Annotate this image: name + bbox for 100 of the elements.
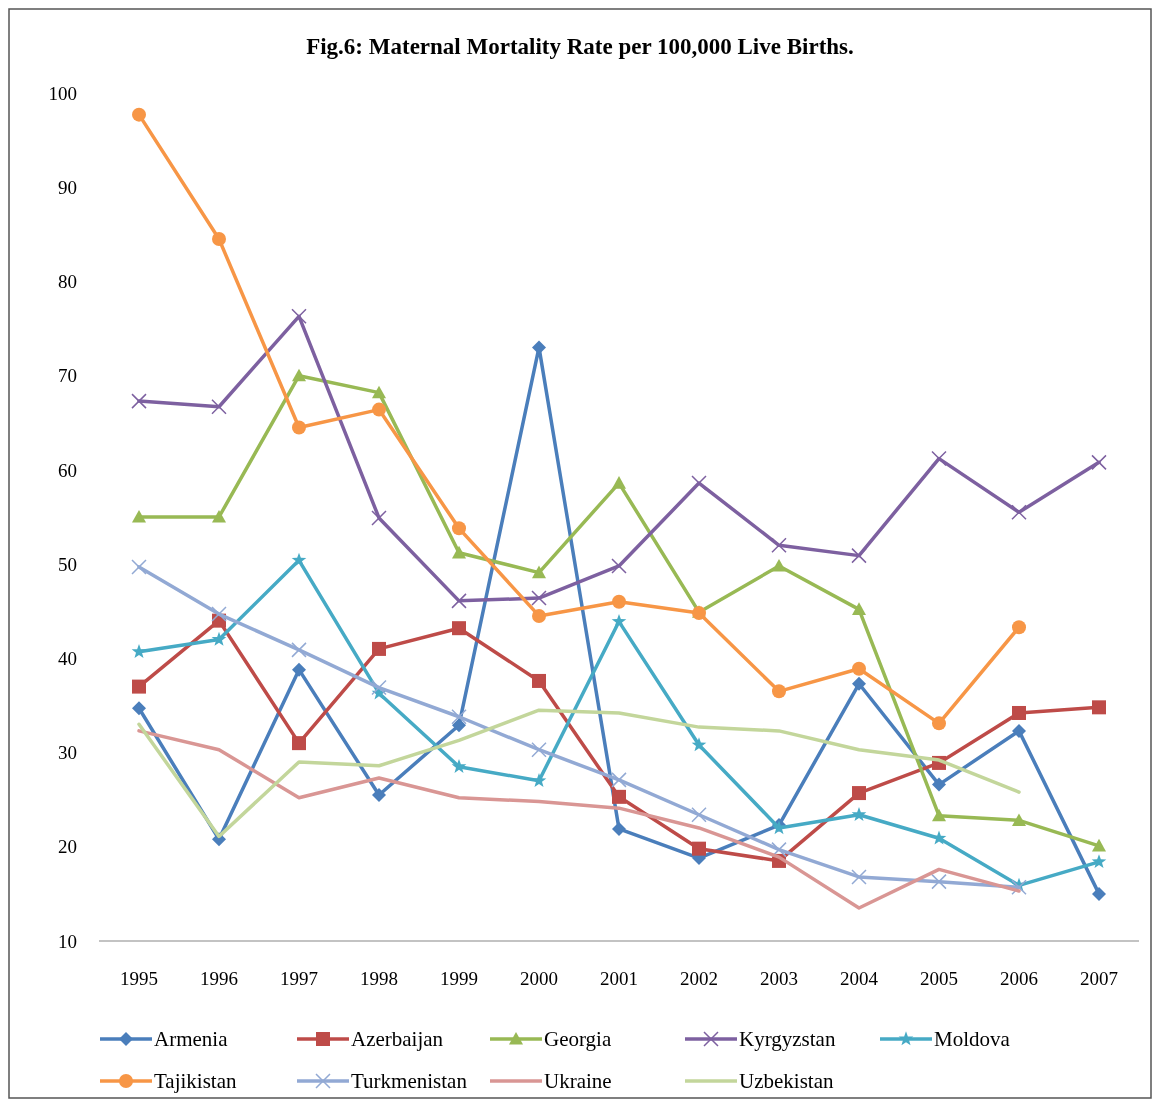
x-tick-label: 1996 — [200, 968, 238, 989]
point — [1012, 620, 1026, 635]
point — [611, 558, 627, 574]
point — [292, 736, 306, 751]
point — [291, 642, 307, 658]
point — [772, 684, 786, 699]
point — [531, 741, 547, 758]
x-tick-label: 2005 — [920, 968, 958, 989]
point — [1092, 886, 1106, 901]
point — [852, 661, 866, 676]
point — [1092, 838, 1106, 852]
legend-label: Georgia — [544, 1027, 612, 1052]
point — [1011, 504, 1027, 521]
point — [372, 641, 386, 656]
y-tick-label: 30 — [58, 742, 77, 764]
point — [852, 602, 866, 615]
point — [851, 807, 867, 821]
point — [451, 758, 467, 773]
point — [851, 869, 867, 885]
point — [212, 510, 226, 523]
point — [532, 565, 546, 579]
x-tick-label: 1995 — [120, 968, 158, 989]
point — [611, 613, 627, 628]
point — [292, 662, 306, 677]
y-tick-label: 50 — [58, 553, 77, 575]
legend-label: Ukraine — [544, 1069, 612, 1094]
x-tick-label: 2002 — [680, 968, 718, 989]
point — [132, 701, 146, 716]
y-tick-label: 40 — [58, 647, 77, 669]
point — [131, 644, 147, 658]
point — [452, 545, 466, 559]
point — [211, 606, 227, 622]
legend-label: Uzbekistan — [739, 1069, 834, 1094]
point — [452, 521, 466, 536]
x-tick-label: 2003 — [760, 968, 798, 989]
y-tick-label: 60 — [58, 459, 77, 481]
point — [211, 631, 227, 646]
y-tick-label: 10 — [58, 930, 77, 952]
legend-label: Kyrgyzstan — [739, 1027, 836, 1052]
x-tick-label: 2006 — [1000, 968, 1038, 989]
legend-label: Tajikistan — [154, 1069, 238, 1094]
point — [372, 385, 386, 399]
point — [132, 510, 146, 523]
point — [131, 393, 147, 409]
point — [132, 679, 146, 694]
point — [131, 559, 147, 575]
point — [371, 510, 387, 526]
point — [932, 777, 946, 792]
point — [1011, 879, 1027, 896]
point — [931, 450, 947, 467]
x-tick-label: 1997 — [280, 968, 318, 989]
point — [932, 716, 946, 731]
legend-label: Turkmenistan — [351, 1069, 468, 1094]
x-tick-label: 2001 — [600, 968, 638, 989]
point — [532, 340, 546, 355]
y-tick-label: 70 — [58, 365, 77, 387]
y-tick-label: 90 — [58, 176, 77, 198]
point — [1092, 700, 1106, 715]
x-tick-label: 1999 — [440, 968, 478, 989]
point — [772, 559, 786, 572]
point — [1091, 454, 1107, 471]
point — [451, 709, 467, 725]
point — [931, 873, 947, 890]
point — [851, 547, 867, 564]
point — [452, 621, 466, 636]
point — [291, 308, 307, 325]
point — [691, 737, 707, 752]
point — [291, 552, 307, 567]
y-tick-label: 100 — [48, 82, 77, 104]
point — [691, 806, 707, 823]
legend-label: Azerbaijan — [351, 1027, 444, 1052]
point — [532, 673, 546, 688]
point — [932, 808, 946, 822]
chart-title: Fig.6: Maternal Mortality Rate per 100,000 Live Births. — [306, 34, 854, 59]
point — [612, 821, 626, 836]
point — [132, 107, 146, 122]
point — [611, 772, 627, 788]
point — [612, 789, 626, 804]
point — [1012, 705, 1026, 720]
legend-label: Armenia — [154, 1027, 229, 1052]
point — [212, 232, 226, 247]
point — [292, 368, 306, 382]
x-tick-label: 1998 — [360, 968, 398, 989]
point — [211, 399, 227, 415]
point — [852, 786, 866, 801]
x-tick-label: 2000 — [520, 968, 558, 989]
point — [1012, 723, 1026, 738]
point — [531, 590, 547, 606]
y-tick-label: 20 — [58, 836, 77, 858]
point — [1091, 854, 1107, 869]
point — [372, 402, 386, 417]
x-tick-label: 2004 — [840, 968, 879, 989]
point — [371, 679, 387, 696]
point — [452, 718, 466, 733]
point — [451, 593, 467, 609]
point — [372, 787, 386, 802]
point — [292, 420, 306, 435]
point — [612, 594, 626, 609]
legend-label: Moldova — [934, 1027, 1011, 1052]
point — [692, 841, 706, 856]
